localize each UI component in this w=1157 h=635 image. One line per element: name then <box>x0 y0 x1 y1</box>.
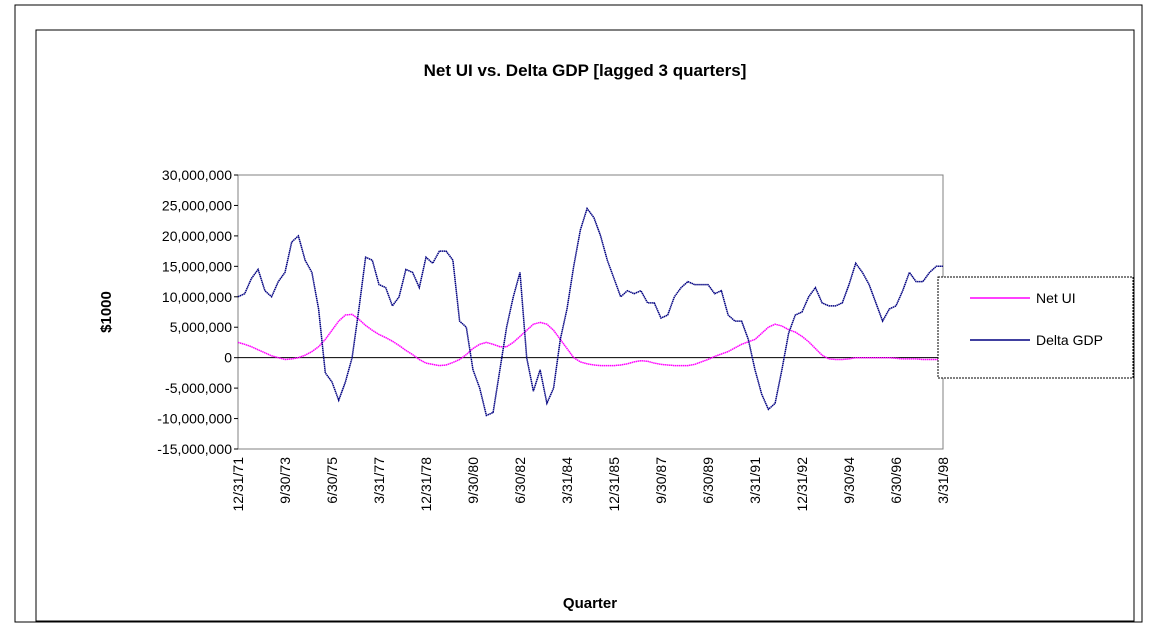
legend-label: Delta GDP <box>1036 332 1103 348</box>
x-tick-label: 12/31/71 <box>230 457 246 512</box>
y-tick-label: -15,000,000 <box>157 441 232 457</box>
y-tick-label: 5,000,000 <box>170 319 232 335</box>
x-axis-label: Quarter <box>563 595 617 612</box>
x-tick-label: 6/30/89 <box>700 457 716 504</box>
x-tick-label: 9/30/94 <box>841 457 857 504</box>
x-tick-label: 3/31/77 <box>371 457 387 504</box>
x-tick-label: 6/30/82 <box>512 457 528 504</box>
x-tick-label: 9/30/87 <box>653 457 669 504</box>
y-tick-label: 20,000,000 <box>162 228 232 244</box>
x-tick-label: 3/31/91 <box>747 457 763 504</box>
x-tick-label: 6/30/75 <box>324 457 340 504</box>
chart-title: Net UI vs. Delta GDP [lagged 3 quarters] <box>424 61 747 80</box>
y-tick-label: 10,000,000 <box>162 289 232 305</box>
y-tick-label: 30,000,000 <box>162 167 232 183</box>
x-tick-label: 6/30/96 <box>888 457 904 504</box>
y-axis-label: $1000 <box>98 291 115 333</box>
y-tick-label: 15,000,000 <box>162 258 232 274</box>
legend-label: Net UI <box>1036 290 1076 306</box>
x-tick-label: 3/31/84 <box>559 457 575 504</box>
x-tick-label: 12/31/78 <box>418 457 434 512</box>
series-line <box>237 313 943 367</box>
x-tick-label: 9/30/73 <box>277 457 293 504</box>
y-tick-label: -10,000,000 <box>157 411 232 427</box>
x-tick-label: 9/30/80 <box>465 457 481 504</box>
x-tick-label: 12/31/92 <box>794 457 810 512</box>
y-tick-label: 25,000,000 <box>162 197 232 213</box>
y-tick-label: -5,000,000 <box>165 380 232 396</box>
x-tick-label: 12/31/85 <box>606 457 622 512</box>
y-tick-label: 0 <box>224 350 232 366</box>
x-tick-label: 3/31/98 <box>935 457 951 504</box>
plot-area <box>237 174 944 450</box>
legend-box <box>937 276 1134 379</box>
series-line <box>237 206 943 417</box>
